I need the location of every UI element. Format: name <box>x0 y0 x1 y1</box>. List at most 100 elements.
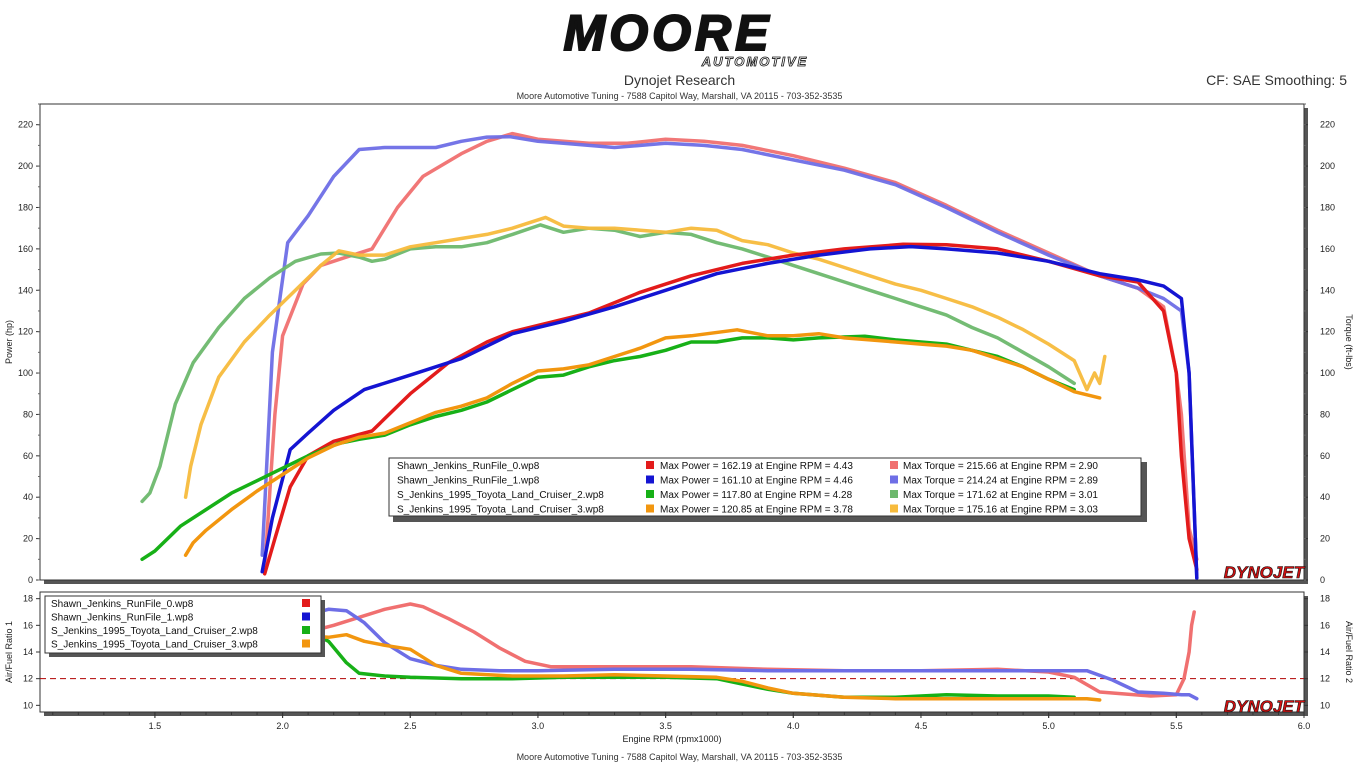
afr2-y-tick-label: 12 <box>1320 674 1330 684</box>
afr-legend-swatch <box>302 626 310 634</box>
legend-power-swatch <box>646 461 654 469</box>
x-tick-label: 2.5 <box>404 721 417 731</box>
y-axis-label-afr1: Air/Fuel Ratio 1 <box>4 621 14 683</box>
y-axis-label-torque: Torque (ft-lbs) <box>1344 314 1354 370</box>
afr2-y-tick-label: 16 <box>1320 620 1330 630</box>
torque-y-tick-label: 60 <box>1320 451 1330 461</box>
power-line-run-3 <box>183 328 1102 557</box>
torque-y-tick-label: 0 <box>1320 575 1325 585</box>
correction-factor-label: CF: SAE Smoothing: 5 <box>1206 72 1347 88</box>
legend-max-torque: Max Torque = 215.66 at Engine RPM = 2.90 <box>903 461 1098 472</box>
legend-max-torque: Max Torque = 171.62 at Engine RPM = 3.01 <box>903 490 1098 501</box>
power-y-tick-label: 160 <box>18 244 33 254</box>
power-y-tick-label: 40 <box>23 492 33 502</box>
chart-title: Dynojet Research <box>623 72 736 88</box>
afr1-y-tick-label: 16 <box>23 620 33 630</box>
legend-max-power: Max Power = 162.19 at Engine RPM = 4.43 <box>660 461 853 472</box>
power-y-tick-label: 0 <box>28 575 33 585</box>
x-tick-label: 5.0 <box>1042 721 1055 731</box>
torque-y-tick-label: 140 <box>1320 285 1335 295</box>
torque-y-tick-label: 160 <box>1320 244 1335 254</box>
x-tick-label: 3.0 <box>532 721 545 731</box>
x-axis-label: Engine RPM (rpmx1000) <box>622 734 721 744</box>
power-y-tick-label: 20 <box>23 534 33 544</box>
legend-max-power: Max Power = 161.10 at Engine RPM = 4.46 <box>660 476 853 487</box>
power-line-run-0 <box>262 242 1199 576</box>
afr1-y-tick-label: 14 <box>23 647 33 657</box>
x-tick-label: 4.0 <box>787 721 800 731</box>
afr-legend-file-name: Shawn_Jenkins_RunFile_1.wp8 <box>51 613 194 624</box>
afr-series <box>40 602 1304 702</box>
afr-legend-swatch <box>302 639 310 648</box>
afr2-y-tick-label: 14 <box>1320 647 1330 657</box>
power-y-tick-label: 100 <box>18 368 33 378</box>
x-tick-label: 6.0 <box>1298 721 1311 731</box>
legend-file-name: S_Jenkins_1995_Toyota_Land_Cruiser_3.wp8 <box>397 505 604 516</box>
torque-line-run-2 <box>140 223 1076 504</box>
x-tick-label: 1.5 <box>149 721 162 731</box>
legend-file-name: S_Jenkins_1995_Toyota_Land_Cruiser_2.wp8 <box>397 490 604 501</box>
power-y-tick-label: 80 <box>23 409 33 419</box>
power-y-tick-label: 60 <box>23 451 33 461</box>
torque-line-run-3 <box>183 215 1107 499</box>
legend-max-power: Max Power = 117.80 at Engine RPM = 4.28 <box>660 490 853 501</box>
torque-y-tick-label: 80 <box>1320 409 1330 419</box>
legend-max-power: Max Power = 120.85 at Engine RPM = 3.78 <box>660 505 853 516</box>
x-tick-label: 5.5 <box>1170 721 1183 731</box>
afr-legend-swatch <box>302 599 310 607</box>
torque-y-tick-label: 100 <box>1320 368 1335 378</box>
torque-y-tick-label: 120 <box>1320 327 1335 337</box>
power-y-tick-label: 140 <box>18 285 33 295</box>
x-tick-label: 2.0 <box>276 721 289 731</box>
power-y-tick-label: 220 <box>18 120 33 130</box>
legend-torque-swatch <box>890 504 898 513</box>
afr1-y-tick-label: 18 <box>23 594 33 604</box>
legend-max-torque: Max Torque = 175.16 at Engine RPM = 3.03 <box>903 505 1098 516</box>
afr-line-run-1 <box>306 607 1199 701</box>
afr2-y-tick-label: 18 <box>1320 594 1330 604</box>
y-axis-label-power: Power (hp) <box>4 320 14 364</box>
legend-file-name: Shawn_Jenkins_RunFile_0.wp8 <box>397 461 540 472</box>
afr-legend-file-name: S_Jenkins_1995_Toyota_Land_Cruiser_3.wp8 <box>51 640 258 651</box>
afr1-y-tick-label: 10 <box>23 700 33 710</box>
legend-power-swatch <box>646 504 654 513</box>
legend-torque-swatch <box>890 490 898 498</box>
chart-subtitle: Moore Automotive Tuning - 7588 Capitol W… <box>516 91 843 101</box>
logo-main-text: MOORE <box>564 5 773 61</box>
power-line-run-2 <box>140 334 1076 562</box>
legend-torque-swatch <box>890 475 898 484</box>
x-tick-label: 4.5 <box>915 721 928 731</box>
axes-ticks: 0 0 20 20 40 40 60 60 80 80 100 100 120 120 140 140 160 1… <box>18 103 1335 731</box>
dynojet-logo-bottom: DYNOJET <box>1224 697 1306 716</box>
power-torque-series <box>140 131 1199 580</box>
legend-power-swatch <box>646 475 654 484</box>
torque-y-tick-label: 40 <box>1320 492 1330 502</box>
torque-y-tick-label: 200 <box>1320 161 1335 171</box>
afr-legend-file-name: S_Jenkins_1995_Toyota_Land_Cruiser_2.wp8 <box>51 626 258 637</box>
moore-automotive-logo: MOORE AUTOMOTIVE <box>563 4 808 69</box>
afr-legend-file-name: Shawn_Jenkins_RunFile_0.wp8 <box>51 599 194 610</box>
afr-legend-swatch <box>302 612 310 621</box>
afr-legend: Shawn_Jenkins_RunFile_0.wp8 Shawn_Jenkins… <box>44 595 325 657</box>
dyno-chart: 0 0 20 20 40 40 60 60 80 80 100 100 120 120 140 140 160 1… <box>4 103 1354 744</box>
torque-y-tick-label: 20 <box>1320 534 1330 544</box>
y-axis-label-afr2: Air/Fuel Ratio 2 <box>1344 621 1354 683</box>
power-y-tick-label: 200 <box>18 161 33 171</box>
dynojet-logo-top: DYNOJET <box>1224 563 1306 582</box>
legend-max-torque: Max Torque = 214.24 at Engine RPM = 2.89 <box>903 476 1098 487</box>
legend-power-swatch <box>646 490 654 498</box>
legend-torque-swatch <box>890 461 898 469</box>
footer-text: Moore Automotive Tuning - 7588 Capitol W… <box>516 752 843 762</box>
legend-file-name: Shawn_Jenkins_RunFile_1.wp8 <box>397 476 540 487</box>
power-y-tick-label: 180 <box>18 202 33 212</box>
power-line-run-1 <box>260 244 1199 580</box>
torque-y-tick-label: 180 <box>1320 202 1335 212</box>
x-tick-label: 3.5 <box>659 721 672 731</box>
afr1-y-tick-label: 12 <box>23 674 33 684</box>
afr-line-run-3 <box>306 632 1102 702</box>
power-y-tick-label: 120 <box>18 327 33 337</box>
torque-y-tick-label: 220 <box>1320 120 1335 130</box>
afr2-y-tick-label: 10 <box>1320 700 1330 710</box>
logo-sub-text: AUTOMOTIVE <box>701 54 808 69</box>
power-legend: Shawn_Jenkins_RunFile_0.wp8 Max Power = 1… <box>388 457 1147 522</box>
